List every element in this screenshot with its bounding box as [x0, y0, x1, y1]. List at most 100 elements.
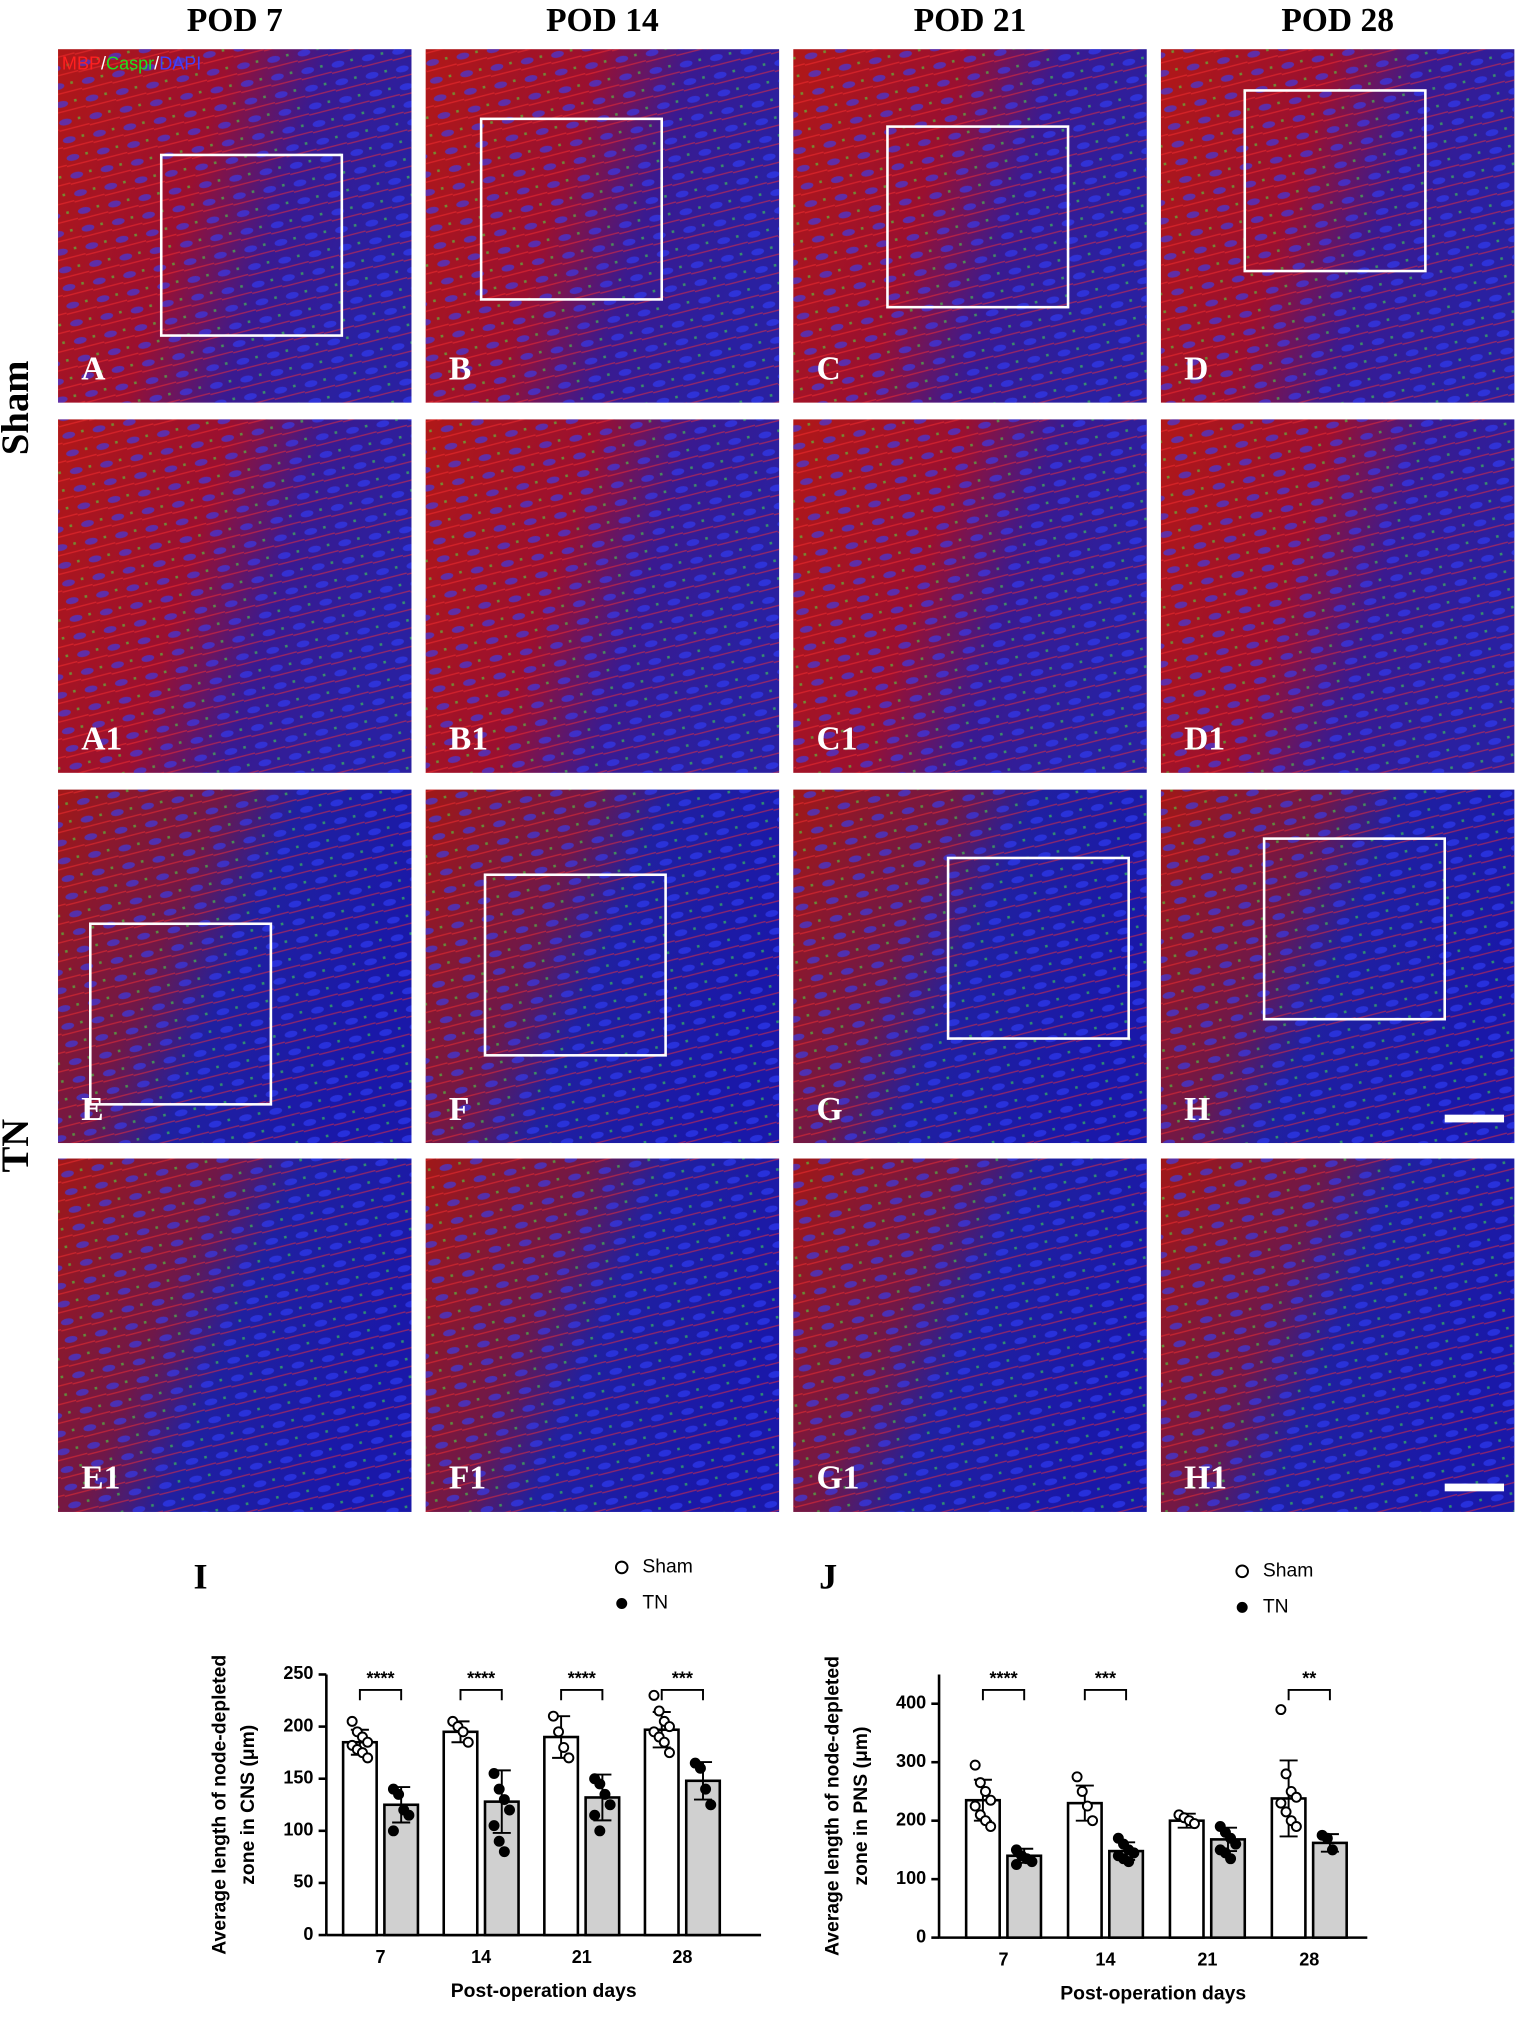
significance-bracket — [560, 1688, 604, 1701]
micrograph-texture — [793, 1158, 1147, 1512]
significance-label: **** — [990, 1668, 1018, 1688]
column-header: POD 7 — [187, 2, 283, 39]
y-axis-label: zone in PNS (μm) — [850, 1727, 872, 1886]
data-point — [594, 1778, 606, 1790]
data-point — [553, 1726, 565, 1738]
stain-label: MBP — [62, 53, 101, 73]
data-point — [362, 1752, 374, 1764]
significance-bracket — [1287, 1688, 1331, 1701]
significance-label: *** — [672, 1668, 693, 1688]
x-tick-label: 21 — [1197, 1950, 1217, 1970]
data-point — [1275, 1797, 1287, 1809]
data-point — [493, 1835, 505, 1847]
data-point — [393, 1788, 405, 1800]
data-point — [498, 1794, 510, 1806]
data-point — [493, 1783, 505, 1795]
y-tick-label: 200 — [896, 1809, 926, 1829]
panel-label: H1 — [1184, 1460, 1227, 1497]
data-point — [504, 1804, 515, 1816]
legend-marker — [614, 1560, 629, 1575]
x-tick-label: 28 — [1299, 1950, 1319, 1970]
x-axis-label: Post-operation days — [451, 1980, 637, 2002]
bar — [643, 1728, 680, 1937]
significance-bracket — [981, 1688, 1026, 1701]
row-label: Sham — [0, 360, 37, 455]
stain-legend: MBP/Caspr/DAPI — [62, 53, 201, 73]
data-point — [362, 1736, 374, 1748]
y-tick-label: 0 — [303, 1924, 313, 1944]
inset-box — [89, 922, 273, 1106]
x-tick-label: 7 — [999, 1950, 1009, 1970]
legend-marker — [1236, 1601, 1248, 1613]
data-point — [1280, 1768, 1292, 1780]
bar — [1006, 1854, 1043, 1939]
data-point — [974, 1777, 986, 1789]
y-tick-label: 150 — [283, 1767, 313, 1787]
data-point — [1081, 1800, 1093, 1812]
bar — [1066, 1801, 1103, 1939]
column-header: POD 28 — [1281, 2, 1394, 39]
data-point — [1280, 1806, 1292, 1818]
data-point — [1275, 1704, 1287, 1716]
bar — [1311, 1841, 1348, 1939]
data-point — [498, 1846, 510, 1858]
micrograph-texture — [1160, 419, 1515, 773]
panel-label: I — [193, 1557, 207, 1597]
data-point — [1290, 1821, 1302, 1833]
data-point — [387, 1825, 399, 1837]
micrograph-texture — [793, 49, 1147, 403]
data-point — [1010, 1859, 1022, 1871]
data-point — [1321, 1832, 1333, 1844]
significance-label: **** — [366, 1668, 394, 1688]
data-point — [663, 1747, 675, 1759]
micrograph-texture — [425, 1158, 780, 1512]
data-point — [663, 1721, 675, 1733]
data-point — [1290, 1791, 1302, 1803]
panel-label: B — [449, 350, 471, 387]
panel-label: G1 — [817, 1460, 860, 1497]
inset-box — [483, 873, 667, 1057]
scale-bar — [1444, 1483, 1505, 1492]
x-tick-label: 7 — [376, 1947, 386, 1967]
data-point — [346, 1715, 358, 1727]
micrograph-texture — [425, 49, 780, 403]
stain-label: DAPI — [159, 53, 201, 73]
panel-label: B1 — [449, 721, 488, 758]
panel-label: D1 — [1184, 721, 1225, 758]
inset-box — [159, 153, 344, 337]
data-point — [980, 1785, 991, 1797]
bar — [1168, 1819, 1205, 1939]
data-point — [488, 1768, 500, 1779]
data-point — [700, 1783, 712, 1795]
data-point — [563, 1752, 575, 1764]
data-point — [599, 1788, 611, 1800]
data-point — [653, 1705, 665, 1717]
micrograph-texture — [425, 419, 780, 773]
row-label: TN — [0, 1119, 37, 1173]
y-axis-label: Average length of node-depleted — [821, 1656, 843, 1956]
legend-label: TN — [642, 1592, 668, 1614]
data-point — [1123, 1856, 1135, 1868]
data-point — [1327, 1844, 1338, 1856]
legend-marker — [1235, 1564, 1249, 1579]
column-header: POD 21 — [914, 2, 1027, 39]
bar — [543, 1735, 580, 1937]
data-point — [1230, 1838, 1242, 1850]
data-point — [403, 1809, 415, 1821]
inset-box — [886, 125, 1070, 309]
significance-label: **** — [467, 1668, 495, 1688]
x-tick-label: 14 — [471, 1947, 491, 1967]
micrographs: A B C D A1 B1 C1 D1 E F G H E1 F1 G1 H1 — [58, 49, 1515, 1512]
data-point — [594, 1825, 606, 1837]
y-tick-label: 100 — [283, 1820, 313, 1840]
legend-label: Sham — [1263, 1559, 1314, 1581]
panel-label: C — [817, 350, 841, 387]
significance-bracket — [660, 1688, 704, 1701]
micrograph-texture — [58, 1158, 412, 1512]
data-point — [1071, 1771, 1083, 1783]
panel-label: A1 — [81, 721, 122, 758]
data-point — [589, 1809, 601, 1821]
data-point — [969, 1759, 981, 1771]
panel-label: G — [817, 1091, 843, 1128]
panel-label: E — [81, 1091, 103, 1128]
